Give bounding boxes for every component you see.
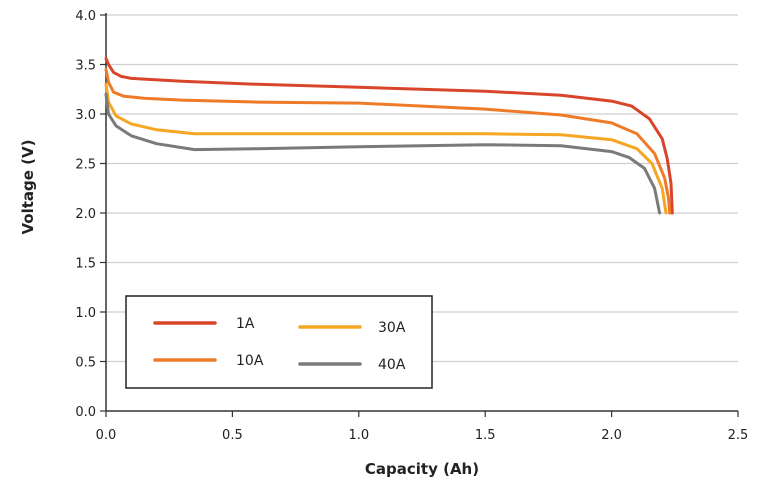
y-tick-label: 0.0 bbox=[75, 405, 96, 420]
x-tick-label: 2.5 bbox=[728, 428, 749, 443]
x-tick-label: 1.0 bbox=[348, 428, 369, 443]
legend-label-40a: 40A bbox=[378, 357, 406, 373]
legend-label-10a: 10A bbox=[236, 353, 264, 369]
legend-box bbox=[125, 295, 433, 389]
y-tick-label: 1.0 bbox=[75, 306, 96, 321]
legend-label-1a: 1A bbox=[236, 316, 255, 332]
y-tick-label: 4.0 bbox=[75, 9, 96, 24]
x-axis-title: Capacity (Ah) bbox=[365, 460, 479, 478]
series-line-30a bbox=[104, 82, 668, 215]
legend: 1A 10A 30A 40A bbox=[125, 295, 433, 389]
x-tick-label: 1.5 bbox=[475, 428, 496, 443]
y-tick-label: 3.0 bbox=[75, 108, 96, 123]
axes bbox=[100, 13, 739, 417]
y-tick-label: 2.5 bbox=[75, 158, 96, 173]
x-tick-label: 2.0 bbox=[601, 428, 622, 443]
x-tick-label: 0.5 bbox=[222, 428, 243, 443]
tick-labels: 0.0 0.5 1.0 1.5 2.0 2.5 3.0 3.5 4.0 0.0 0.5 1.0 1.5 2… bbox=[75, 9, 748, 443]
series-lines bbox=[104, 57, 674, 215]
series-line-40a bbox=[104, 92, 662, 215]
x-tick-label: 0.0 bbox=[96, 428, 117, 443]
legend-label-30a: 30A bbox=[378, 320, 406, 336]
y-axis-title: Voltage (V) bbox=[19, 140, 37, 235]
series-line-1a bbox=[104, 57, 674, 215]
y-tick-label: 2.0 bbox=[75, 207, 96, 222]
y-tick-label: 3.5 bbox=[75, 59, 96, 74]
series-line-10a bbox=[104, 67, 672, 215]
y-tick-label: 1.5 bbox=[75, 257, 96, 272]
y-tick-label: 0.5 bbox=[75, 356, 96, 371]
